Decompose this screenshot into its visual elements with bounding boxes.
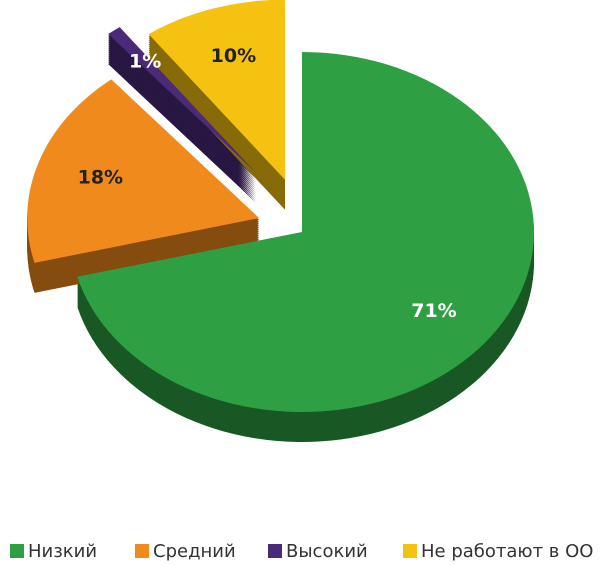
legend-swatch: [403, 544, 417, 558]
data-label: 1%: [129, 50, 161, 72]
legend-label: Средний: [153, 541, 236, 562]
slice: [108, 27, 257, 173]
data-label: 18%: [78, 167, 123, 189]
slice: [148, 0, 286, 180]
slice: [27, 79, 260, 263]
legend-swatch: [10, 544, 24, 558]
slice: [77, 52, 535, 412]
legend-label: Высокий: [286, 541, 368, 562]
data-label: 71%: [411, 300, 456, 322]
legend-label: Не работают в ОО: [421, 541, 593, 562]
legend-label: Низкий: [28, 541, 97, 562]
data-label: 10%: [211, 45, 256, 67]
legend-swatch: [268, 544, 282, 558]
legend-swatch: [135, 544, 149, 558]
